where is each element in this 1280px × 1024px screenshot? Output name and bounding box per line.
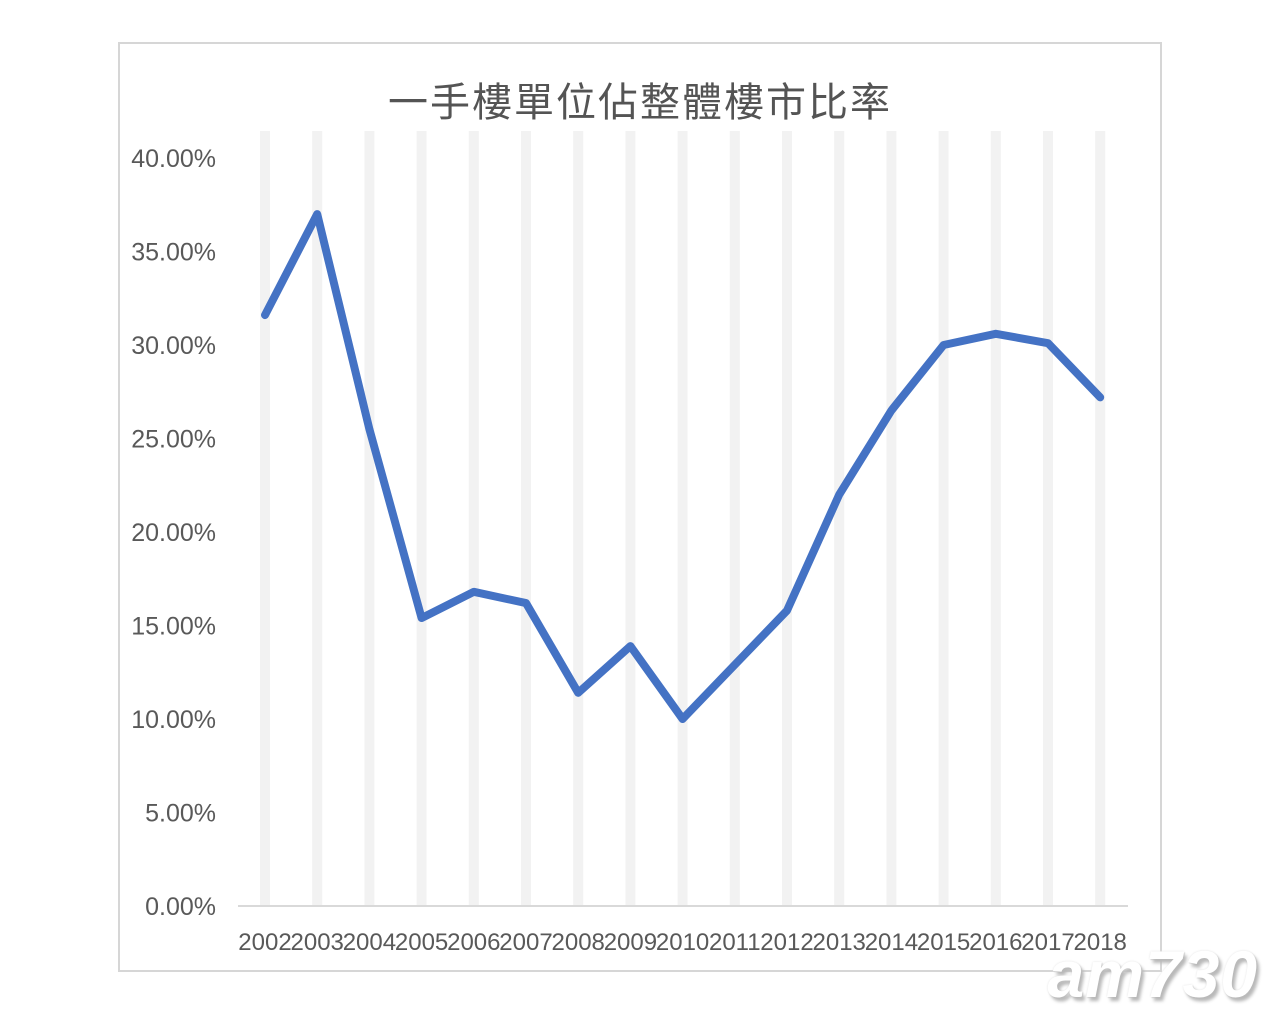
- grid-band: [834, 131, 845, 906]
- grid-band: [1043, 131, 1053, 906]
- y-tick-label: 5.00%: [145, 800, 216, 828]
- y-tick-label: 40.00%: [131, 145, 216, 173]
- grid-band: [312, 131, 323, 906]
- series-line: [261, 210, 1105, 723]
- grid-band: [468, 131, 479, 906]
- x-tick-label: 2012: [760, 929, 813, 956]
- grid-band: [416, 131, 427, 906]
- x-tick-label: 2004: [343, 929, 396, 956]
- x-tick-label: 2002: [238, 929, 291, 956]
- y-tick-label: 25.00%: [131, 426, 216, 454]
- y-tick-label: 35.00%: [131, 239, 216, 267]
- x-tick-label: 2016: [969, 929, 1022, 956]
- x-tick-label: 2007: [499, 929, 552, 956]
- grid-band: [260, 131, 270, 906]
- x-tick-label: 2018: [1074, 929, 1127, 956]
- x-tick-label: 2005: [395, 929, 448, 956]
- y-tick-label: 10.00%: [131, 706, 216, 734]
- y-tick-label: 15.00%: [131, 613, 216, 641]
- grid-band: [729, 131, 740, 906]
- grid-band: [625, 131, 636, 906]
- y-tick-label: 20.00%: [131, 519, 216, 547]
- grid-band: [677, 131, 688, 906]
- am730-watermark: am730: [1047, 937, 1258, 1011]
- y-tick-label: 0.00%: [145, 893, 216, 921]
- x-tick-label: 2003: [291, 929, 344, 956]
- x-tick-label: 2011: [709, 929, 761, 956]
- grid-band: [573, 131, 584, 906]
- grid-band: [938, 131, 949, 906]
- grid-band: [886, 131, 897, 906]
- grid-band: [990, 131, 1001, 906]
- x-tick-label: 2009: [604, 929, 657, 956]
- chart-card: [118, 42, 1162, 972]
- x-tick-label: 2013: [813, 929, 866, 956]
- chart-title: 一手樓單位佔整體樓市比率: [388, 80, 892, 125]
- x-tick-label: 2006: [447, 929, 500, 956]
- x-tick-label: 2015: [917, 929, 970, 956]
- x-tick-label: 2008: [552, 929, 605, 956]
- grid-band: [364, 131, 375, 906]
- grid-band: [1095, 131, 1106, 906]
- grid-band: [782, 131, 792, 906]
- grid-band: [521, 131, 531, 906]
- x-tick-label: 2014: [865, 929, 918, 956]
- x-tick-label: 2017: [1021, 929, 1074, 956]
- y-tick-label: 30.00%: [131, 332, 216, 360]
- x-tick-label: 2010: [656, 929, 709, 956]
